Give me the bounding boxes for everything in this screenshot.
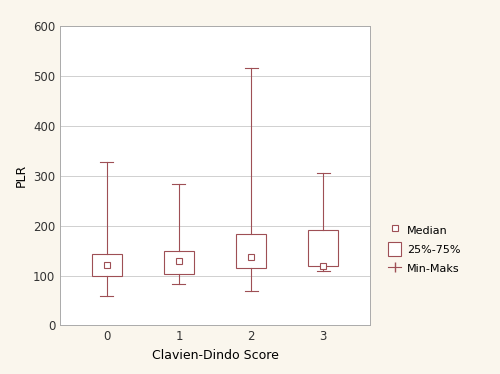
- Legend: Median, 25%-75%, Min-Maks: Median, 25%-75%, Min-Maks: [388, 223, 460, 275]
- X-axis label: Clavien-Dindo Score: Clavien-Dindo Score: [152, 349, 278, 362]
- Bar: [92, 254, 122, 276]
- Y-axis label: PLR: PLR: [14, 164, 28, 187]
- Bar: [236, 234, 266, 268]
- Bar: [308, 230, 338, 266]
- Bar: [164, 251, 194, 274]
